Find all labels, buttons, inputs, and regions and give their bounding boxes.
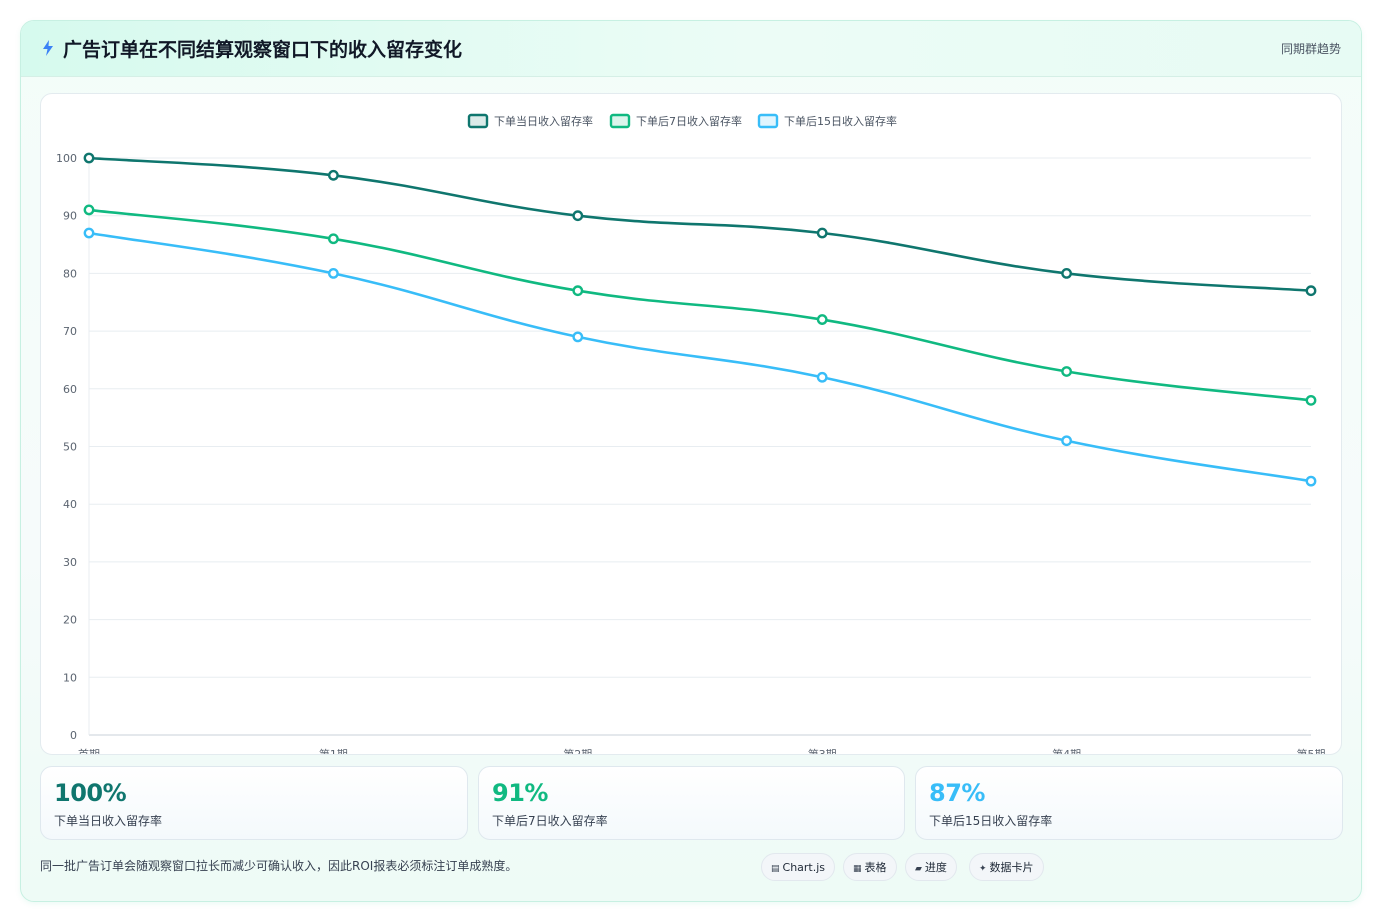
data-point <box>1061 267 1072 279</box>
stat-label: 下单后7日收入留存率 <box>492 814 608 828</box>
data-point <box>572 285 584 297</box>
series-line <box>87 208 1313 402</box>
data-point <box>83 204 95 216</box>
chip-data-card[interactable]: ✦ 数据卡片 <box>969 853 1044 881</box>
data-point <box>816 314 828 325</box>
data-point <box>327 169 339 181</box>
sparkle-icon: ✦ <box>979 864 987 874</box>
chart-icon: ▤ <box>771 864 780 874</box>
legend-label: 下单后7日收入留存率 <box>636 114 742 128</box>
data-point <box>1305 285 1317 297</box>
chip-label: 表格 <box>864 861 887 874</box>
y-tick-label: 50 <box>63 441 77 454</box>
y-tick-label: 40 <box>63 498 77 511</box>
lightning-icon <box>43 40 53 56</box>
line-chart: 0 10 20 30 40 50 60 70 80 90 100 首期 第1期 第2期 第3期 第4期 第5期 下… <box>56 113 1326 754</box>
legend-label: 下单后15日收入留存率 <box>784 114 897 128</box>
data-point <box>1061 435 1072 447</box>
data-point <box>816 227 828 239</box>
stat-value: 87% <box>929 779 985 807</box>
x-tick-label: 首期 <box>78 747 100 754</box>
legend-label: 下单当日收入留存率 <box>494 114 593 128</box>
x-tick-label: 第3期 <box>808 747 837 754</box>
legend-swatch <box>609 113 631 129</box>
chip-label: 数据卡片 <box>989 861 1034 874</box>
table-icon: ▦ <box>853 864 862 874</box>
x-tick-label: 第4期 <box>1052 747 1081 754</box>
stat-label: 下单当日收入留存率 <box>54 814 163 828</box>
chip-table[interactable]: ▦ 表格 <box>843 853 897 881</box>
data-point <box>572 331 584 343</box>
y-tick-label: 20 <box>63 614 77 627</box>
y-tick-label: 0 <box>70 729 77 742</box>
data-point <box>816 371 828 383</box>
progress-icon: ▰ <box>915 864 922 874</box>
trend-tag: 同期群趋势 <box>1280 42 1341 56</box>
x-tick-label: 第5期 <box>1297 747 1326 754</box>
stat-value: 91% <box>492 779 548 807</box>
stat-label: 下单后15日收入留存率 <box>929 814 1053 828</box>
data-point <box>572 210 584 222</box>
y-tick-label: 90 <box>63 210 77 223</box>
y-tick-label: 60 <box>63 383 77 396</box>
data-point <box>83 227 95 239</box>
chart-panel: 0 10 20 30 40 50 60 70 80 90 100 首期 第1期 第2期 第3期 第4期 第5期 下… <box>40 93 1342 755</box>
x-tick-label: 第2期 <box>563 747 592 754</box>
stat-value: 100% <box>54 779 127 807</box>
stat-card-same-day: 100% 下单当日收入留存率 <box>40 766 468 840</box>
data-point <box>1305 475 1317 487</box>
y-tick-label: 80 <box>63 267 77 280</box>
chart-card: 广告订单在不同结算观察窗口下的收入留存变化 同期群趋势 0 10 20 30 40 50 6… <box>20 20 1362 902</box>
legend-swatch <box>467 113 489 129</box>
legend-swatch <box>757 113 779 129</box>
data-point <box>327 233 339 245</box>
card-header: 广告订单在不同结算观察窗口下的收入留存变化 同期群趋势 <box>21 21 1361 77</box>
data-point <box>1305 394 1317 406</box>
stat-card-7-day: 91% 下单后7日收入留存率 <box>478 766 905 840</box>
page-title: 广告订单在不同结算观察窗口下的收入留存变化 <box>63 39 463 61</box>
series-line <box>87 156 1313 293</box>
chip-chartjs[interactable]: ▤ Chart.js <box>761 853 836 881</box>
footnote: 同一批广告订单会随观察窗口拉长而减少可确认收入，因此ROI报表必须标注订单成熟度… <box>40 859 518 873</box>
data-point <box>327 267 339 279</box>
y-tick-label: 70 <box>63 325 77 338</box>
data-point <box>83 152 95 164</box>
data-point <box>1061 366 1072 377</box>
chip-progress[interactable]: ▰ 进度 <box>905 853 957 881</box>
chip-label: 进度 <box>924 861 947 874</box>
y-tick-label: 10 <box>63 671 77 684</box>
x-tick-label: 第1期 <box>319 747 348 754</box>
stat-card-15-day: 87% 下单后15日收入留存率 <box>915 766 1343 840</box>
series-line <box>87 231 1313 483</box>
chip-label: Chart.js <box>782 861 826 874</box>
y-tick-label: 100 <box>56 152 77 165</box>
y-tick-label: 30 <box>63 556 77 569</box>
